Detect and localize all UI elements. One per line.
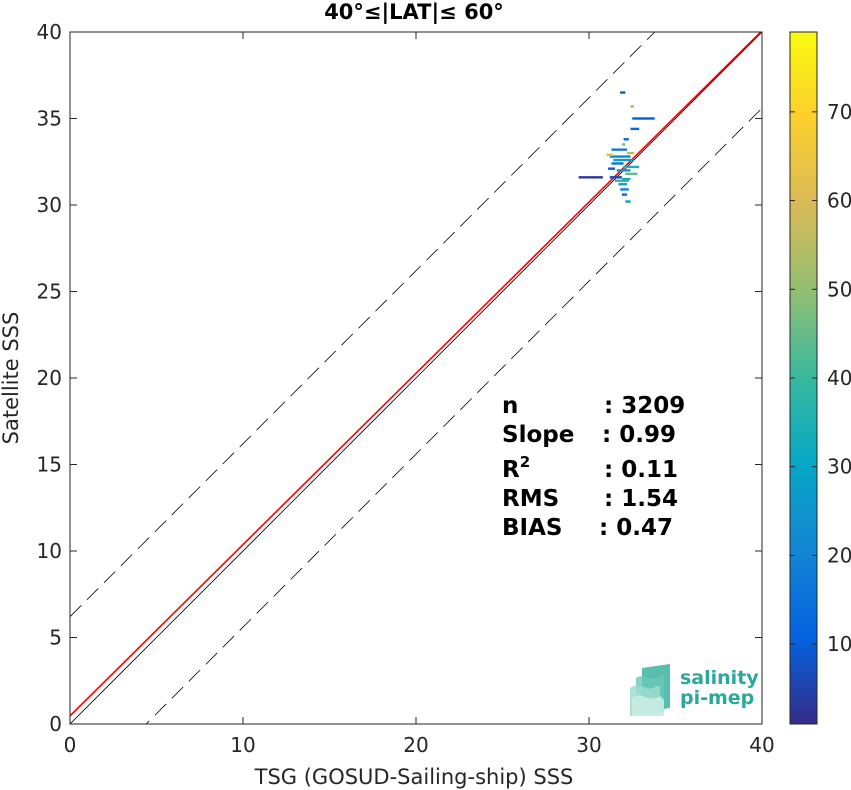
data-point [620, 188, 629, 191]
data-point [621, 177, 631, 181]
stat-label: Slope [502, 422, 574, 448]
y-tick-label: 5 [49, 626, 62, 650]
chart-title: 40°≤|LAT|≤ 60° [324, 0, 504, 25]
data-point [606, 153, 614, 157]
reference-lines [70, 32, 762, 724]
y-tick-label: 40 [37, 20, 62, 44]
data-point [630, 127, 640, 131]
stat-label: n [502, 393, 518, 419]
data-point [625, 172, 638, 176]
data-point [625, 200, 631, 203]
stat-label: BIAS [502, 515, 562, 541]
data-point [611, 148, 628, 151]
x-axis-ticks: 0 10 20 30 40 [64, 32, 775, 757]
data-point [630, 105, 634, 108]
data-points [578, 91, 655, 203]
data-point [620, 91, 626, 94]
colorbar-tick-label: 50 [827, 277, 851, 301]
lower-bound-dashed-line [145, 107, 762, 724]
colorbar-tick-label: 70 [827, 100, 851, 124]
data-point [627, 151, 634, 155]
colorbar-tick-label: 40 [827, 366, 851, 390]
stat-value: : 0.47 [599, 515, 673, 541]
colorbar-tick-label: 10 [827, 632, 851, 656]
stat-label: RMS [502, 486, 559, 512]
identity-line [70, 32, 762, 724]
data-point [621, 193, 628, 196]
y-tick-label: 10 [37, 539, 62, 563]
stat-value: : 3209 [604, 393, 685, 419]
y-tick-label: 0 [49, 712, 62, 736]
salinity-pimep-logo: salinity pi-mep [630, 664, 759, 716]
y-tick-label: 20 [37, 366, 62, 390]
data-point [609, 155, 631, 158]
colorbar-tick-label: 20 [827, 543, 851, 567]
stat-value: : 0.11 [604, 457, 678, 483]
y-axis-ticks: 0 5 10 15 20 25 30 35 40 [37, 20, 762, 736]
data-point [578, 176, 603, 179]
stat-value: : 1.54 [604, 486, 678, 512]
x-tick-label: 30 [576, 733, 601, 757]
data-point [614, 179, 629, 182]
x-tick-label: 40 [749, 733, 774, 757]
y-tick-label: 25 [37, 280, 62, 304]
data-point [632, 117, 655, 120]
data-point [611, 162, 624, 165]
data-point [623, 165, 640, 169]
data-point [623, 138, 629, 141]
y-tick-label: 35 [37, 107, 62, 131]
y-axis-label: Satellite SSS [0, 312, 23, 445]
data-point [613, 158, 634, 162]
y-tick-label: 30 [37, 193, 62, 217]
data-point [616, 169, 631, 172]
x-tick-label: 20 [403, 733, 428, 757]
data-point [608, 167, 615, 170]
y-tick-label: 15 [37, 453, 62, 477]
stat-value: : 0.99 [602, 422, 676, 448]
x-axis-label: TSG (GOSUD-Sailing-ship) SSS [254, 765, 574, 789]
data-point [621, 143, 626, 146]
fit-line [70, 32, 762, 717]
colorbar-ticks: 10 20 30 40 50 60 70 [790, 100, 851, 656]
colorbar-tick-label: 30 [827, 455, 851, 479]
x-tick-label: 10 [230, 733, 255, 757]
data-point [609, 176, 622, 179]
wave-logo-icon [630, 664, 670, 716]
upper-bound-dashed-line [70, 32, 656, 618]
colorbar-tick-label: 60 [827, 189, 851, 213]
x-tick-label: 0 [64, 733, 77, 757]
logo-text-line1: salinity [680, 667, 759, 689]
data-point [618, 183, 628, 186]
logo-text-line2: pi-mep [680, 687, 754, 709]
